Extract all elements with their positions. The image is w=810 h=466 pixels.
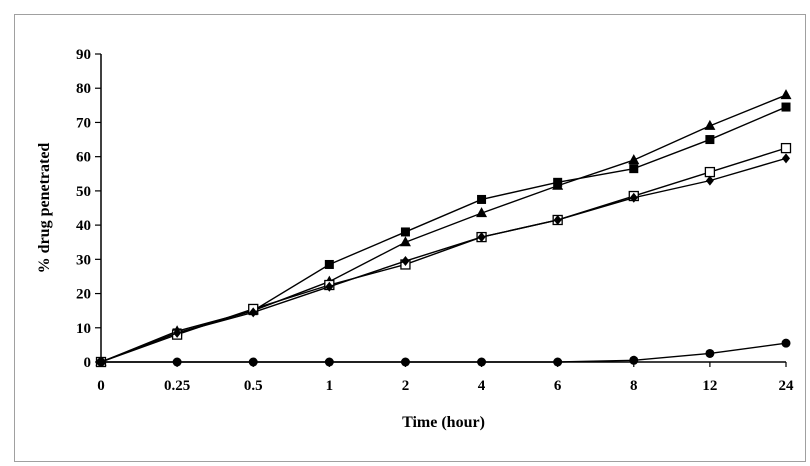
data-point xyxy=(173,327,182,338)
data-point xyxy=(782,153,790,164)
y-tick-label: 20 xyxy=(76,287,91,303)
data-point xyxy=(401,256,410,267)
data-point xyxy=(477,194,487,204)
y-tick-labels: 0 10 20 30 40 50 60 70 80 90 xyxy=(76,47,91,371)
data-point xyxy=(781,338,791,348)
data-point xyxy=(553,357,563,367)
chart-frame: 0 10 20 30 40 50 60 70 80 90 0 0.25 0.5 1 2 4 6 8 12 24 % … xyxy=(14,14,806,462)
x-tick-label: 0 xyxy=(97,378,105,394)
series-line xyxy=(100,157,787,363)
data-point xyxy=(476,207,488,218)
series-line xyxy=(100,94,787,363)
data-point xyxy=(553,214,562,225)
data-point xyxy=(704,119,716,130)
series-diamond xyxy=(97,153,790,367)
series-group xyxy=(95,89,792,368)
series-line xyxy=(101,342,787,363)
data-point xyxy=(249,307,258,318)
data-point xyxy=(96,357,106,367)
x-tick-label: 4 xyxy=(478,378,486,394)
series-circle xyxy=(96,338,791,367)
y-tick-label: 50 xyxy=(76,184,91,200)
data-point xyxy=(248,357,258,367)
x-tick-label: 24 xyxy=(779,378,795,394)
data-point xyxy=(629,192,638,203)
y-tick-label: 30 xyxy=(76,252,91,268)
data-point xyxy=(324,357,334,367)
x-tick-label: 2 xyxy=(402,378,410,394)
data-point xyxy=(324,259,334,269)
x-tick-label: 0.25 xyxy=(164,378,190,394)
data-point xyxy=(780,89,792,100)
data-point xyxy=(705,175,714,186)
y-tick-label: 10 xyxy=(76,321,91,337)
data-point xyxy=(477,232,486,243)
data-point xyxy=(705,348,715,358)
data-point xyxy=(781,102,791,112)
x-tick-label: 6 xyxy=(554,378,562,394)
series-square-open xyxy=(95,142,792,368)
data-point xyxy=(628,154,640,165)
data-point xyxy=(400,357,410,367)
y-tick-label: 40 xyxy=(76,218,91,234)
y-tick-label: 90 xyxy=(76,47,91,63)
x-axis-title: Time (hour) xyxy=(402,414,485,431)
data-point xyxy=(399,236,411,247)
data-point xyxy=(704,166,716,178)
x-tick-label: 0.5 xyxy=(244,378,263,394)
y-tick-label: 80 xyxy=(76,81,91,97)
y-tick-label: 60 xyxy=(76,150,91,166)
data-point xyxy=(325,281,334,292)
x-tick-labels: 0 0.25 0.5 1 2 4 6 8 12 24 xyxy=(97,378,794,394)
data-point xyxy=(629,355,639,365)
series-triangle xyxy=(95,89,792,366)
y-tick-label: 0 xyxy=(84,355,92,371)
series-line xyxy=(100,147,787,363)
data-point xyxy=(172,357,182,367)
x-tick-label: 12 xyxy=(702,378,717,394)
y-axis-title: % drug penetrated xyxy=(36,143,53,274)
data-point xyxy=(477,357,487,367)
x-tick-label: 8 xyxy=(630,378,638,394)
data-point xyxy=(780,142,792,154)
x-tick-label: 1 xyxy=(326,378,334,394)
data-point xyxy=(705,135,715,145)
y-tick-label: 70 xyxy=(76,115,91,131)
data-point xyxy=(400,227,410,237)
axes xyxy=(95,53,787,367)
data-point xyxy=(629,164,639,174)
data-point xyxy=(553,177,563,187)
